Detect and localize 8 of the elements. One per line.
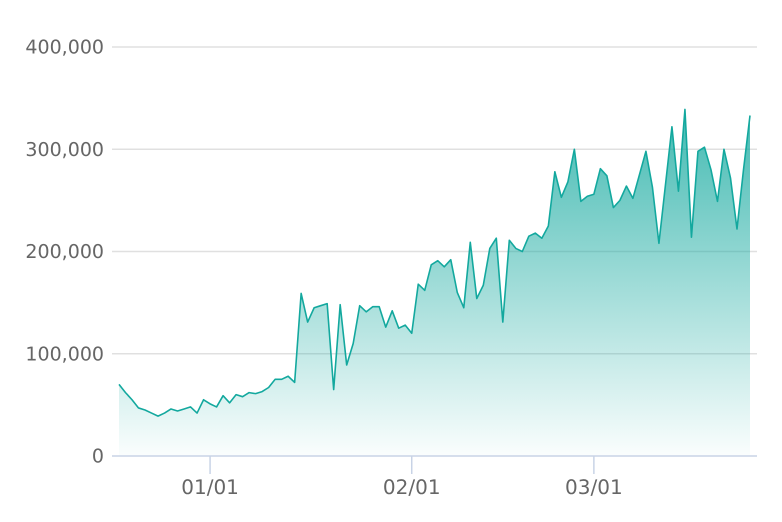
- y-tick-label: 400,000: [25, 36, 104, 59]
- y-tick-label: 0: [92, 446, 104, 468]
- y-tick-label: 100,000: [25, 343, 104, 366]
- x-tick-label: 01/01: [181, 475, 239, 499]
- y-tick-label: 200,000: [25, 241, 104, 264]
- x-tick-label: 02/01: [382, 475, 441, 499]
- y-tick-label: 300,000: [25, 138, 104, 161]
- x-tick-label: 03/01: [565, 475, 623, 499]
